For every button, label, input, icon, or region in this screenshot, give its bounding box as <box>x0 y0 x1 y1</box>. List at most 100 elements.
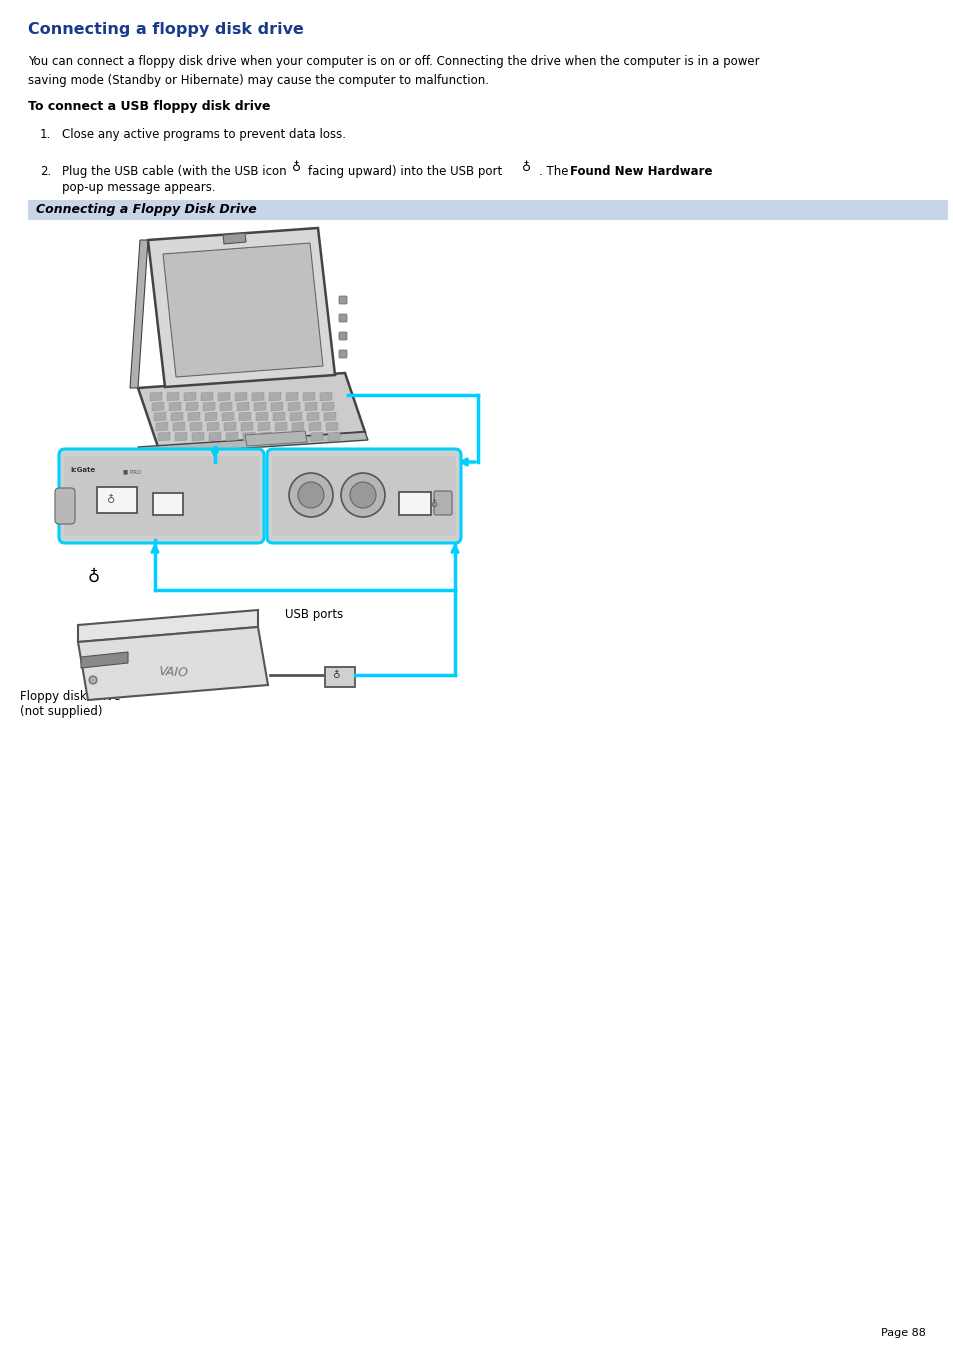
Polygon shape <box>290 412 302 422</box>
Polygon shape <box>260 432 272 440</box>
Polygon shape <box>292 422 304 431</box>
Polygon shape <box>252 392 264 401</box>
Polygon shape <box>158 432 170 440</box>
Polygon shape <box>223 232 246 245</box>
Polygon shape <box>138 373 365 447</box>
Polygon shape <box>78 611 257 642</box>
Text: Page 88: Page 88 <box>881 1328 925 1337</box>
Polygon shape <box>190 422 202 431</box>
Polygon shape <box>324 412 335 422</box>
Polygon shape <box>218 392 230 401</box>
Polygon shape <box>319 392 332 401</box>
Polygon shape <box>271 403 283 411</box>
Polygon shape <box>153 412 166 422</box>
Polygon shape <box>163 243 323 377</box>
Text: ♁: ♁ <box>332 670 339 680</box>
Polygon shape <box>307 412 318 422</box>
Polygon shape <box>148 228 335 386</box>
FancyBboxPatch shape <box>267 449 460 543</box>
Polygon shape <box>174 432 187 440</box>
Circle shape <box>89 676 97 684</box>
Polygon shape <box>203 403 214 411</box>
Polygon shape <box>305 403 316 411</box>
Polygon shape <box>188 412 200 422</box>
Text: ■ PRO: ■ PRO <box>123 469 141 474</box>
Text: ♁: ♁ <box>292 161 301 174</box>
FancyBboxPatch shape <box>338 296 347 304</box>
Polygon shape <box>169 403 181 411</box>
Text: To connect a USB floppy disk drive: To connect a USB floppy disk drive <box>28 100 271 113</box>
Polygon shape <box>167 392 179 401</box>
Polygon shape <box>224 422 235 431</box>
FancyBboxPatch shape <box>28 200 947 220</box>
FancyBboxPatch shape <box>55 488 75 524</box>
Polygon shape <box>234 392 247 401</box>
Text: Connecting a floppy disk drive: Connecting a floppy disk drive <box>28 22 304 36</box>
Polygon shape <box>150 392 162 401</box>
FancyBboxPatch shape <box>64 457 258 536</box>
Text: 1.: 1. <box>40 128 51 141</box>
Polygon shape <box>138 432 368 455</box>
Polygon shape <box>201 392 213 401</box>
Polygon shape <box>172 422 185 431</box>
Polygon shape <box>130 240 148 388</box>
Polygon shape <box>274 422 287 431</box>
Text: Close any active programs to prevent data loss.: Close any active programs to prevent dat… <box>62 128 346 141</box>
Text: pop-up message appears.: pop-up message appears. <box>62 181 215 195</box>
Text: ♁: ♁ <box>88 567 100 586</box>
Text: (not supplied): (not supplied) <box>20 705 102 717</box>
Text: Connecting a Floppy Disk Drive: Connecting a Floppy Disk Drive <box>36 203 256 216</box>
Polygon shape <box>171 412 183 422</box>
Polygon shape <box>245 431 307 446</box>
Circle shape <box>297 482 324 508</box>
Text: ♁: ♁ <box>107 494 115 505</box>
Polygon shape <box>226 432 237 440</box>
Text: icGate: icGate <box>70 467 95 473</box>
Polygon shape <box>257 422 270 431</box>
FancyBboxPatch shape <box>325 667 355 688</box>
Polygon shape <box>78 627 268 700</box>
Polygon shape <box>303 392 314 401</box>
Polygon shape <box>311 432 323 440</box>
Circle shape <box>340 473 385 517</box>
Polygon shape <box>273 412 285 422</box>
Text: USB ports: USB ports <box>285 608 343 621</box>
FancyBboxPatch shape <box>338 332 347 340</box>
Text: Floppy disk drive: Floppy disk drive <box>20 690 120 703</box>
Text: ♁: ♁ <box>521 161 531 174</box>
FancyBboxPatch shape <box>338 313 347 322</box>
FancyBboxPatch shape <box>152 493 183 515</box>
Polygon shape <box>326 422 337 431</box>
FancyBboxPatch shape <box>272 457 456 536</box>
Text: facing upward) into the USB port: facing upward) into the USB port <box>308 165 501 178</box>
Polygon shape <box>81 653 128 667</box>
Polygon shape <box>156 422 168 431</box>
Polygon shape <box>192 432 204 440</box>
Polygon shape <box>294 432 306 440</box>
Polygon shape <box>286 392 297 401</box>
Polygon shape <box>241 422 253 431</box>
Polygon shape <box>205 412 216 422</box>
Polygon shape <box>243 432 254 440</box>
Polygon shape <box>184 392 195 401</box>
Polygon shape <box>152 403 164 411</box>
Text: Plug the USB cable (with the USB icon: Plug the USB cable (with the USB icon <box>62 165 286 178</box>
Polygon shape <box>322 403 334 411</box>
Polygon shape <box>309 422 320 431</box>
Circle shape <box>289 473 333 517</box>
Polygon shape <box>207 422 219 431</box>
Polygon shape <box>186 403 198 411</box>
Polygon shape <box>236 403 249 411</box>
Text: ♁: ♁ <box>430 499 436 509</box>
FancyBboxPatch shape <box>59 449 264 543</box>
Polygon shape <box>220 403 232 411</box>
Polygon shape <box>255 412 268 422</box>
FancyBboxPatch shape <box>398 492 431 515</box>
FancyBboxPatch shape <box>97 486 137 513</box>
Polygon shape <box>222 412 233 422</box>
Polygon shape <box>328 432 339 440</box>
Text: VAIO: VAIO <box>158 665 188 680</box>
Polygon shape <box>209 432 221 440</box>
FancyBboxPatch shape <box>434 490 452 515</box>
Circle shape <box>350 482 375 508</box>
